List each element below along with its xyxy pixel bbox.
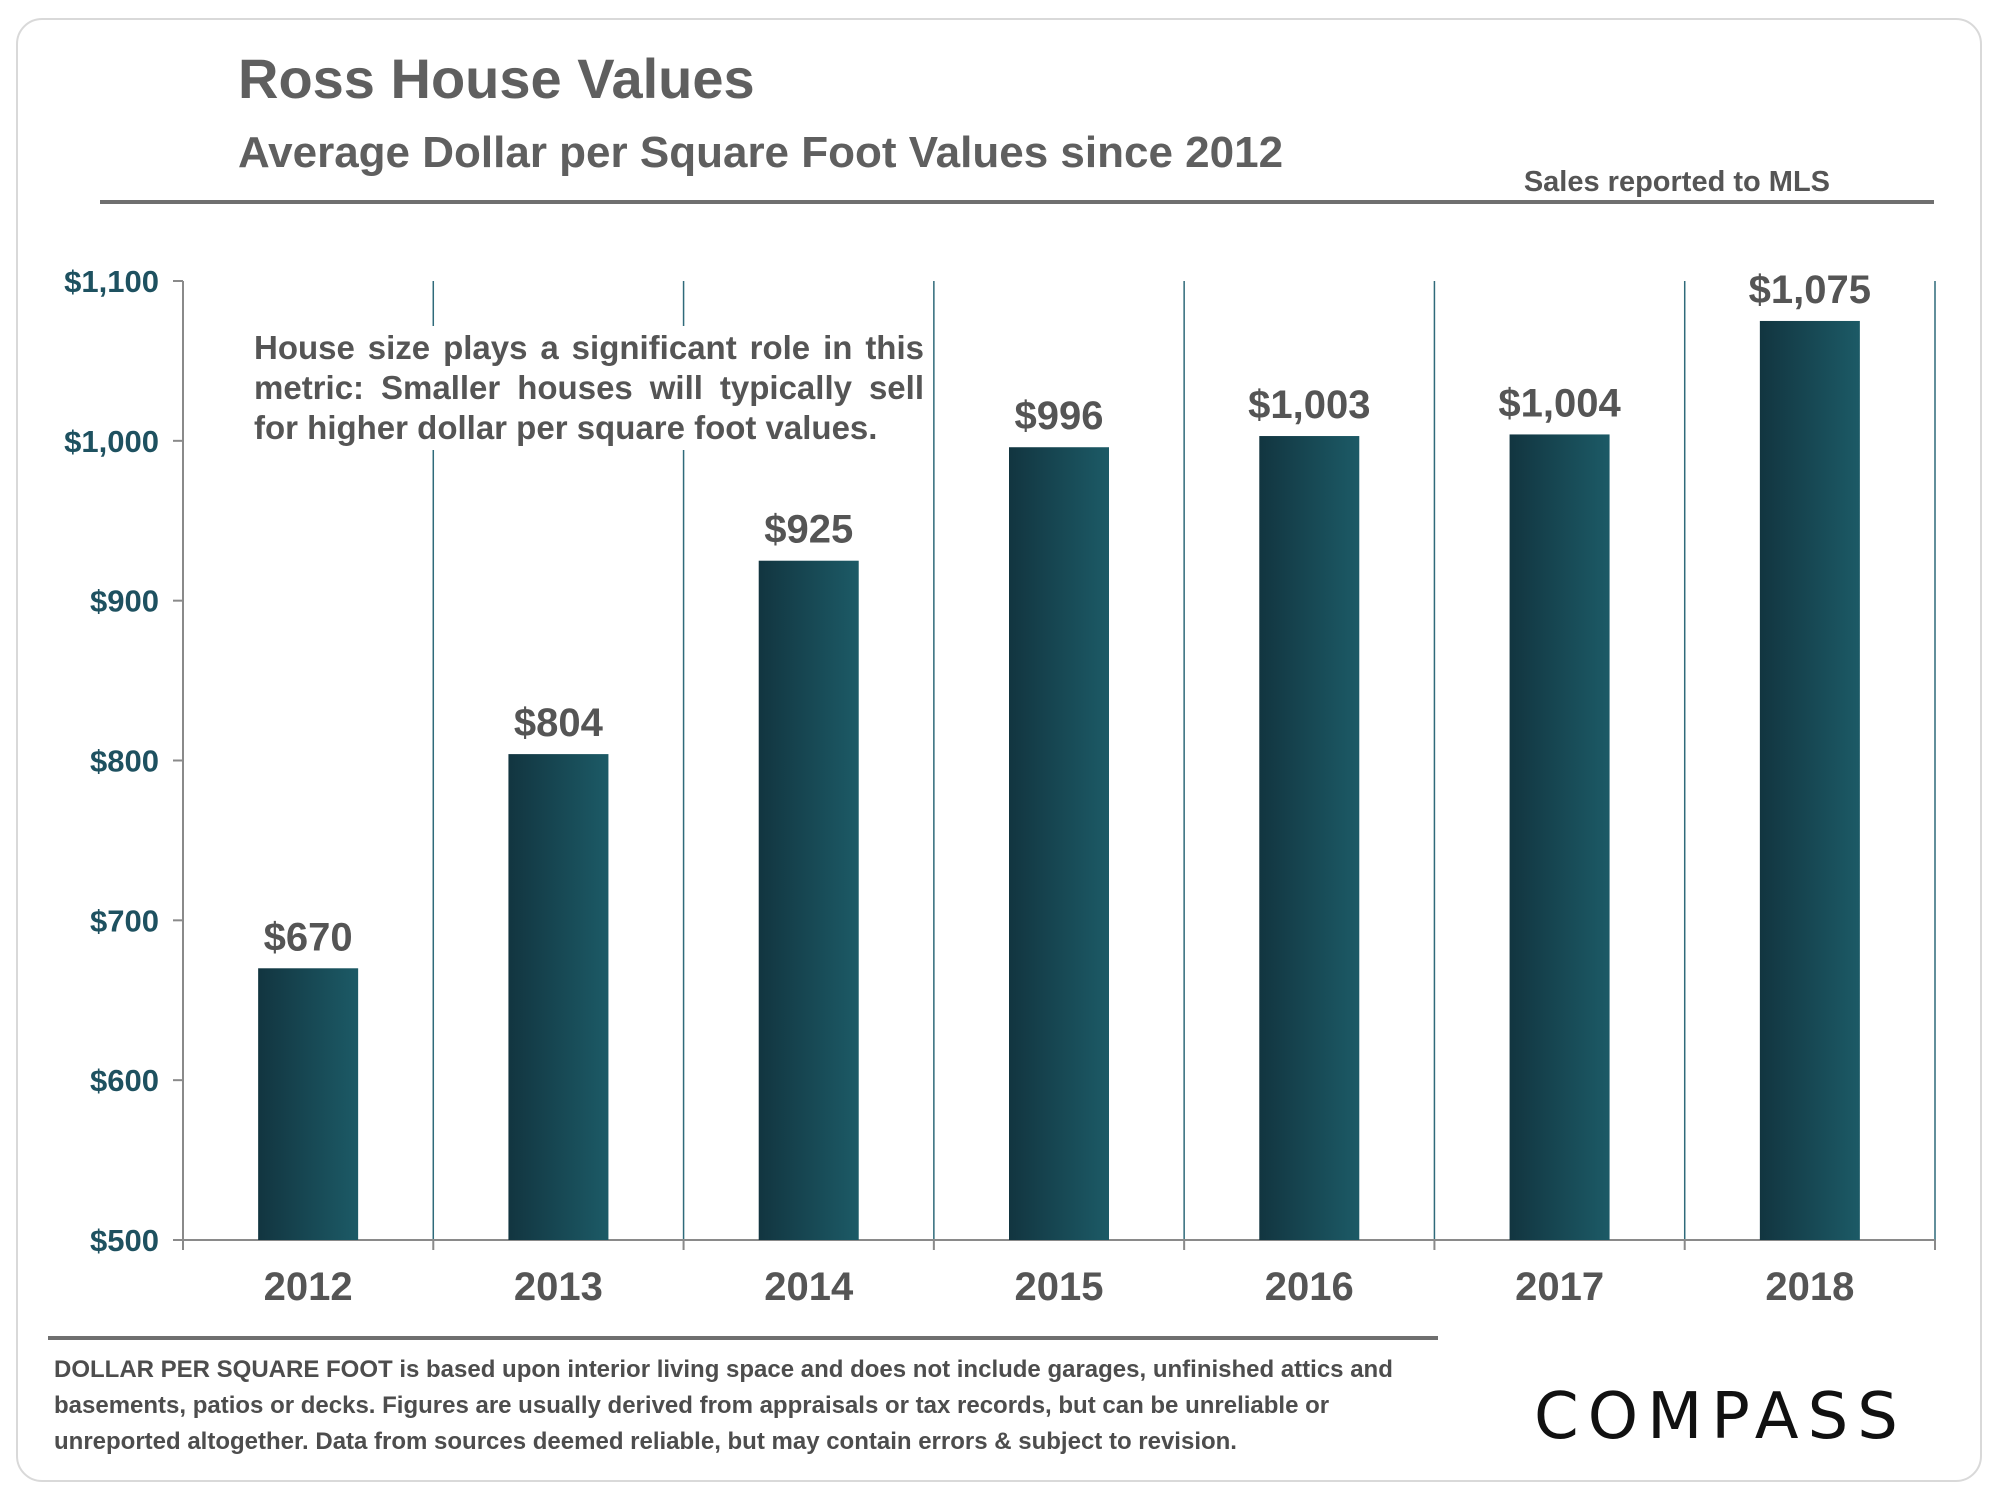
bar xyxy=(258,968,359,1240)
bar-value-label: $925 xyxy=(764,508,853,552)
y-tick-label: $500 xyxy=(90,1223,159,1258)
y-tick-label: $800 xyxy=(90,744,159,779)
bar xyxy=(1509,434,1610,1240)
x-tick-label: 2018 xyxy=(1765,1265,1854,1309)
bar-value-label: $996 xyxy=(1015,394,1104,438)
bar xyxy=(1259,436,1360,1240)
bar-value-label: $804 xyxy=(514,701,604,745)
x-tick-label: 2014 xyxy=(764,1265,854,1309)
header-divider xyxy=(100,200,1934,204)
bar-chart: $500 $600 $700 $800 $900 $1,000 $1,100 $670 201… xyxy=(64,264,1936,1309)
bar-value-label: $1,075 xyxy=(1749,268,1871,312)
x-tick-label: 2015 xyxy=(1015,1265,1104,1309)
x-tick-label: 2016 xyxy=(1265,1265,1354,1309)
chart-title: Ross House Values xyxy=(238,47,755,110)
axes: $500 $600 $700 $800 $900 $1,000 $1,100 xyxy=(64,264,1936,1258)
x-tick-label: 2013 xyxy=(514,1265,603,1309)
footnote: DOLLAR PER SQUARE FOOT is based upon int… xyxy=(54,1356,1393,1455)
chart-annotation: House size plays a significant role in t… xyxy=(252,326,926,450)
bar xyxy=(1009,447,1109,1240)
footer-divider xyxy=(48,1336,1438,1340)
y-tick-label: $600 xyxy=(90,1063,159,1098)
chart-subtitle: Average Dollar per Square Foot Values si… xyxy=(238,128,1284,177)
bars xyxy=(258,320,1860,1240)
labels: $670 2012 $804 2013 $925 2014 $996 2015 $1,003 20… xyxy=(264,268,1871,1309)
bar-value-label: $670 xyxy=(264,915,353,959)
bar-value-label: $1,004 xyxy=(1498,381,1621,425)
y-tick-label: $900 xyxy=(90,584,159,619)
bar-value-label: $1,003 xyxy=(1248,383,1370,427)
x-tick-label: 2012 xyxy=(264,1265,353,1309)
bar xyxy=(508,754,609,1240)
y-tick-label: $1,100 xyxy=(64,264,159,299)
x-tick-label: 2017 xyxy=(1515,1265,1604,1309)
compass-logo: COMPASS xyxy=(1534,1380,1907,1454)
y-tick-label: $700 xyxy=(90,903,159,938)
y-tick-label: $1,000 xyxy=(64,424,159,459)
source-note: Sales reported to MLS xyxy=(1523,166,1830,198)
bar xyxy=(1759,320,1860,1240)
bar xyxy=(758,560,859,1240)
